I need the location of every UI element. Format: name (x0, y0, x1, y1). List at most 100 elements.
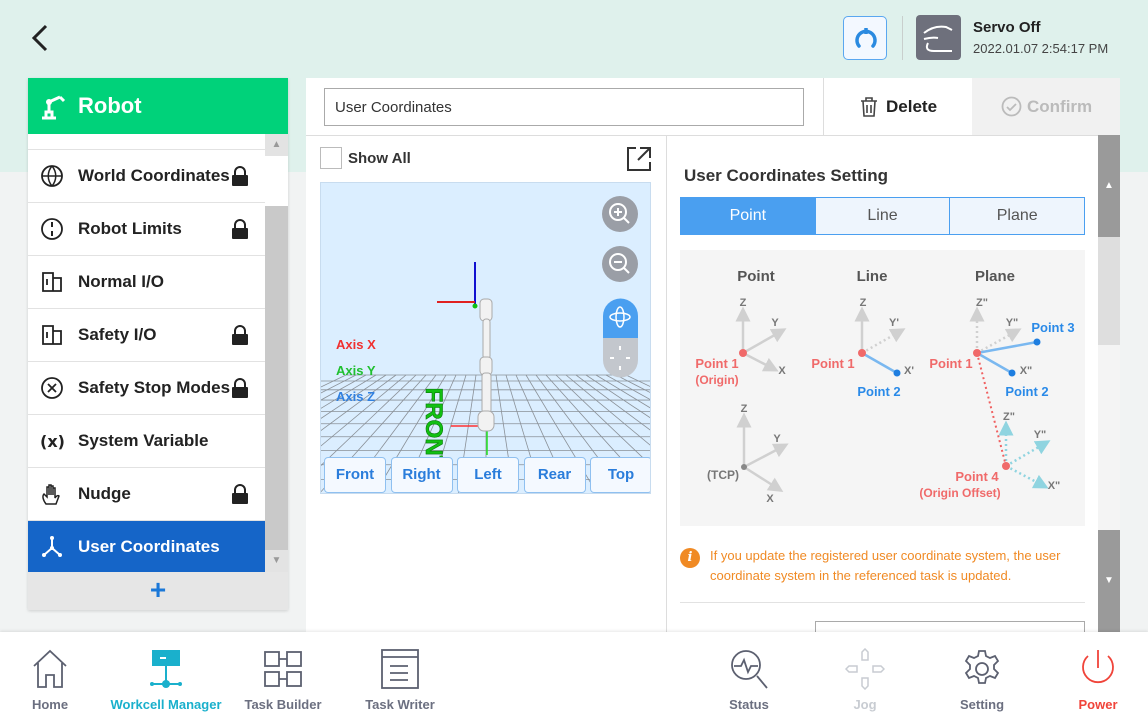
coordinate-input[interactable] (815, 621, 1085, 641)
axis-label: Y (771, 317, 779, 329)
nav-task-writer[interactable]: Task Writer (342, 632, 458, 720)
nav-label: Power (1078, 697, 1118, 712)
trash-icon (861, 97, 877, 117)
axis-y-label: Axis Y (336, 363, 376, 378)
hand-icon (42, 484, 60, 505)
expand-icon[interactable] (626, 146, 652, 172)
scroll-up-arrow[interactable]: ▲ (265, 134, 288, 156)
diagram-line-title: Line (857, 268, 888, 285)
type-segmented-control[interactable]: Point Line Plane (680, 197, 1085, 235)
globe-icon (41, 165, 63, 187)
axis-z-label: Axis Z (336, 389, 375, 404)
coordinate-diagram: Point Line Plane Z Y X Z Y X (680, 250, 1085, 526)
gear-icon (964, 650, 1000, 684)
view-left-button[interactable]: Left (457, 457, 519, 493)
servo-hand-icon[interactable] (916, 15, 961, 60)
view-right-button[interactable]: Right (390, 457, 453, 493)
tab-point[interactable]: Point (681, 198, 815, 234)
sidebar-item[interactable]: Robot Limits (28, 203, 265, 256)
divider (666, 135, 667, 632)
confirm-label: Confirm (1027, 97, 1093, 116)
axis-label: X (766, 493, 774, 505)
view-top-button[interactable]: Top (590, 457, 650, 493)
task-builder-icon (264, 651, 302, 687)
grid-line (555, 374, 650, 466)
sidebar-item-label: Robot Limits (78, 219, 182, 238)
nav-task-builder[interactable]: Task Builder (225, 632, 341, 720)
scroll-down-arrow[interactable]: ▼ (265, 550, 288, 572)
stop-icon (41, 377, 63, 399)
sidebar-item[interactable]: World Coordinates (28, 150, 265, 203)
lock-icon (232, 484, 248, 504)
nav-label: Status (729, 697, 769, 712)
sidebar-item[interactable]: Nudge (28, 468, 265, 521)
robot-3d-viewer[interactable]: FRONT Axis X Axis Y Axis Z Front Right Lef… (320, 182, 651, 494)
axis-x-label: Axis X (336, 337, 376, 352)
sidebar-item[interactable]: User Coordinates (28, 521, 265, 574)
servo-status: Servo Off (973, 19, 1041, 36)
sidebar-item[interactable]: Normal I/O (28, 256, 265, 309)
grid-line (321, 374, 387, 419)
nav-label: Task Writer (365, 697, 435, 712)
tab-plane[interactable]: Plane (949, 198, 1085, 234)
axis-label: X" (1020, 365, 1033, 377)
scroll-thumb[interactable] (1098, 237, 1120, 345)
point2-label: Point 2 (1005, 384, 1048, 399)
sidebar-item-label: Normal I/O (78, 272, 164, 291)
scroll-down-arrow[interactable]: ▼ (1098, 530, 1120, 632)
nav-label: Home (31, 697, 69, 712)
main-panel: Delete Confirm Show All FRONT Axis X Axi… (306, 78, 1120, 641)
scroll-up-arrow[interactable]: ▲ (1098, 135, 1120, 237)
divider (902, 16, 903, 60)
grid-line (565, 374, 650, 446)
refresh-icon (855, 28, 877, 48)
nav-workcell-manager[interactable]: Workcell Manager (108, 632, 224, 720)
grid-line (374, 374, 447, 493)
axis-label: Y (773, 433, 781, 445)
tab-line[interactable]: Line (814, 198, 950, 234)
robot-arm (477, 298, 495, 432)
point1-label: Point 1 (695, 356, 738, 371)
show-all-checkbox[interactable] (320, 147, 342, 169)
check-circle-icon (1001, 96, 1022, 117)
sidebar-item-label: Safety Stop Modes (78, 378, 231, 397)
reset-button[interactable] (843, 16, 887, 60)
nav-home[interactable]: Home (0, 632, 108, 720)
sidebar-item[interactable]: (x) System Variable (28, 415, 265, 468)
delete-label: Delete (886, 97, 938, 116)
io-icon (42, 325, 62, 345)
task-writer-icon (381, 649, 419, 689)
lock-icon (232, 378, 248, 398)
nav-power[interactable]: Power (1040, 632, 1148, 720)
confirm-button[interactable]: Confirm (972, 78, 1120, 135)
grid-line (585, 374, 650, 419)
nav-status[interactable]: Status (691, 632, 807, 720)
axis-label: Z (741, 403, 748, 415)
info-message: If you update the registered user coordi… (710, 548, 1061, 583)
sidebar-item-label: Nudge (78, 484, 131, 503)
settings-title: User Coordinates Setting (684, 166, 889, 185)
rotate-mode-button[interactable] (603, 298, 638, 339)
nav-setting[interactable]: Setting (924, 632, 1040, 720)
scene: FRONT Axis X Axis Y Axis Z (321, 196, 650, 493)
origin-offset-label: (Origin Offset) (919, 486, 1000, 500)
add-button[interactable]: + (28, 572, 288, 610)
tcp-label: (TCP) (707, 468, 739, 482)
back-chevron-icon[interactable] (26, 22, 56, 54)
settings-scrollbar[interactable]: ▲ ▼ (1098, 135, 1120, 632)
workcell-icon (150, 650, 182, 688)
sidebar-item[interactable]: Safety I/O (28, 309, 265, 362)
view-front-button[interactable]: Front (324, 457, 386, 493)
view-rear-button[interactable]: Rear (523, 457, 586, 493)
zoom-out-button[interactable] (602, 246, 638, 282)
zoom-in-button[interactable] (602, 196, 638, 232)
delete-button[interactable]: Delete (823, 78, 972, 135)
sidebar-item[interactable]: Safety Stop Modes (28, 362, 265, 415)
nav-label: Task Builder (244, 697, 322, 712)
sidebar-scrollbar[interactable]: ▲ ▼ (265, 134, 288, 572)
nav-jog[interactable]: Jog (807, 632, 923, 720)
pan-mode-button[interactable] (603, 338, 638, 378)
sidebar: Robot World Coordinates Robot Limits Norma… (28, 78, 288, 610)
grid-line (321, 374, 377, 409)
coordinate-name-input[interactable] (324, 88, 804, 126)
